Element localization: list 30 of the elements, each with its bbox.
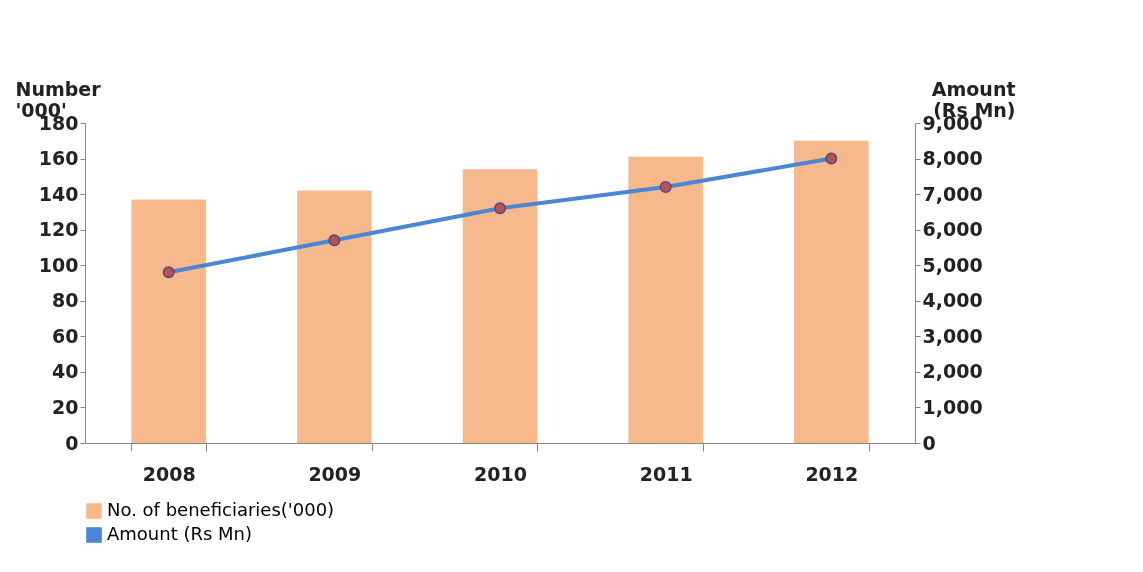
x-tick-label: 2012 — [805, 462, 859, 485]
y2-tick-label: 8,000 — [922, 147, 983, 170]
y2-tick-label: 2,000 — [922, 360, 983, 383]
y2-tick-label: 5,000 — [922, 253, 983, 276]
bar — [462, 169, 538, 443]
bar — [628, 156, 703, 443]
bar — [794, 140, 869, 443]
y2-tick-label: 0 — [922, 431, 936, 454]
y-tick-label: 100 — [38, 253, 79, 276]
y2-tick-label: 7,000 — [922, 182, 983, 205]
x-tick-label: 2011 — [639, 462, 693, 485]
bar — [297, 190, 372, 443]
y-tick-label: 0 — [65, 431, 79, 454]
y-tick-label: 160 — [38, 147, 79, 170]
y2-tick-label: 4,000 — [922, 289, 983, 312]
legend-label: No. of beneficiaries('000) — [107, 499, 335, 520]
y-tick-label: 140 — [38, 182, 79, 205]
y-tick-label: 120 — [38, 218, 79, 241]
y-tick-label: 80 — [52, 289, 79, 312]
y2-tick-label: 1,000 — [922, 395, 983, 418]
y-tick-label: 20 — [52, 395, 79, 418]
bar — [131, 199, 206, 443]
y-tick-label: 40 — [52, 360, 79, 383]
y2-tick-label: 3,000 — [922, 324, 983, 347]
x-tick-label: 2009 — [308, 462, 362, 485]
y2-tick-label: 6,000 — [922, 218, 983, 241]
y-tick-label: 60 — [52, 324, 79, 347]
x-tick-label: 2008 — [142, 462, 196, 485]
x-tick-label: 2010 — [474, 462, 527, 485]
legend-label: Amount (Rs Mn) — [107, 523, 253, 544]
